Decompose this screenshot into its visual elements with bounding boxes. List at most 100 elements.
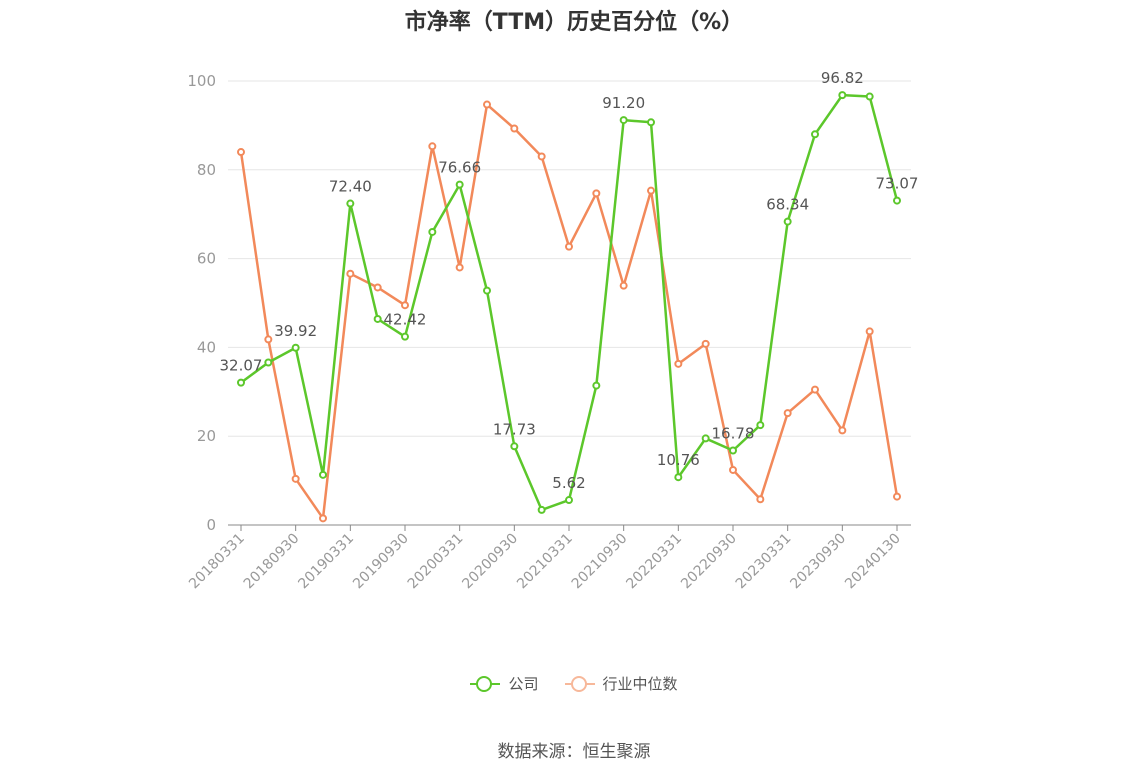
data-point-industry <box>264 335 273 344</box>
data-point-industry <box>893 492 901 501</box>
data-point-industry <box>237 148 245 157</box>
data-point-company <box>537 505 546 514</box>
data-point-industry <box>865 327 874 336</box>
data-point-company <box>237 378 245 387</box>
legend-item-industry[interactable]: 行业中位数 <box>564 673 678 694</box>
chart-title: 市净率（TTM）历史百分位（%） <box>404 10 744 35</box>
y-tick-label: 40 <box>197 338 216 356</box>
data-point-industry <box>373 283 382 292</box>
data-label: 72.40 <box>329 178 372 196</box>
data-point-company <box>592 381 601 390</box>
x-tick-label: 20230930 <box>787 531 849 593</box>
data-label: 91.20 <box>602 94 645 112</box>
data-point-industry <box>838 426 847 435</box>
data-point-company <box>373 314 382 323</box>
x-tick-label: 20190331 <box>295 531 357 593</box>
data-point-company <box>674 473 683 482</box>
legend-swatch-industry <box>564 674 595 694</box>
data-point-company <box>783 217 792 226</box>
data-point-industry <box>428 142 437 151</box>
data-point-company <box>756 421 765 430</box>
y-tick-label: 80 <box>197 161 216 179</box>
data-point-company <box>264 358 273 367</box>
data-point-company <box>893 196 901 205</box>
data-labels: 32.07 39.92 72.40 42.42 76.66 17.73 5.62 91.20 1… <box>220 69 919 492</box>
data-point-company <box>483 286 491 295</box>
y-tick-label: 0 <box>206 516 216 534</box>
data-point-industry <box>346 269 355 278</box>
data-label: 10.76 <box>657 451 700 469</box>
data-point-company <box>428 227 437 236</box>
x-tick-label: 20220930 <box>678 531 740 593</box>
data-label: 73.07 <box>876 175 919 193</box>
data-point-company <box>701 434 710 443</box>
data-point-industry <box>729 465 737 474</box>
grid-lines <box>228 80 911 437</box>
data-label: 68.34 <box>766 196 809 214</box>
legend-swatch-company <box>470 674 501 694</box>
data-point-industry <box>401 301 409 310</box>
data-point-industry <box>592 189 601 198</box>
legend-item-company[interactable]: 公司 <box>470 673 539 694</box>
x-tick-label: 20240130 <box>842 531 904 593</box>
data-point-company <box>401 332 409 341</box>
data-point-industry <box>319 514 327 523</box>
data-point-industry <box>674 359 683 368</box>
x-tick-label: 20180930 <box>241 531 303 593</box>
data-point-industry <box>647 186 655 195</box>
x-tick-label: 20180331 <box>186 531 248 593</box>
data-point-company <box>455 180 464 189</box>
data-point-industry <box>565 242 573 251</box>
data-point-industry <box>756 495 765 504</box>
data-point-industry <box>783 409 792 418</box>
data-source: 数据来源：恒生聚源 <box>497 742 651 762</box>
data-point-company <box>565 496 573 505</box>
x-tick-label: 20230331 <box>733 531 795 593</box>
data-point-company <box>811 130 819 139</box>
data-point-industry <box>811 385 819 394</box>
data-label: 96.82 <box>821 69 864 87</box>
x-tick-label: 20210930 <box>569 531 631 593</box>
data-point-industry <box>483 100 491 109</box>
data-label: 5.62 <box>552 474 585 492</box>
data-point-industry <box>619 281 628 290</box>
data-point-company <box>346 199 355 208</box>
data-point-industry <box>537 152 546 161</box>
data-points <box>237 91 901 523</box>
data-point-company <box>510 442 519 451</box>
x-tick-label: 20190930 <box>350 531 412 593</box>
data-point-industry <box>510 124 519 133</box>
x-tick-label: 20200930 <box>459 531 521 593</box>
legend-label-company: 公司 <box>508 675 539 693</box>
data-point-company <box>729 446 737 455</box>
data-label: 17.73 <box>493 420 536 438</box>
data-point-company <box>291 343 300 352</box>
data-point-company <box>619 116 628 125</box>
x-tick-label: 20200331 <box>405 531 467 593</box>
data-label: 39.92 <box>274 322 317 340</box>
legend-circle-icon <box>570 675 587 692</box>
data-label: 16.78 <box>712 424 755 442</box>
legend-circle-icon <box>476 675 493 692</box>
series-lines <box>239 93 899 520</box>
data-point-company <box>865 92 874 101</box>
x-tick-label: 20210331 <box>514 531 576 593</box>
y-tick-label: 20 <box>197 427 216 445</box>
data-point-industry <box>291 474 300 483</box>
data-label: 32.07 <box>220 357 263 375</box>
data-point-industry <box>455 263 464 272</box>
legend: 公司 行业中位数 <box>0 673 1148 694</box>
data-point-industry <box>701 339 710 348</box>
data-label: 42.42 <box>384 311 427 329</box>
data-label: 76.66 <box>438 159 481 177</box>
y-tick-label: 100 <box>187 72 216 90</box>
data-point-company <box>319 470 327 479</box>
data-point-company <box>838 91 847 100</box>
data-point-company <box>647 118 655 127</box>
legend-label-industry: 行业中位数 <box>602 675 678 693</box>
x-tick-label: 20220331 <box>623 531 685 593</box>
y-tick-label: 60 <box>197 250 216 268</box>
series-line-company <box>240 93 899 512</box>
